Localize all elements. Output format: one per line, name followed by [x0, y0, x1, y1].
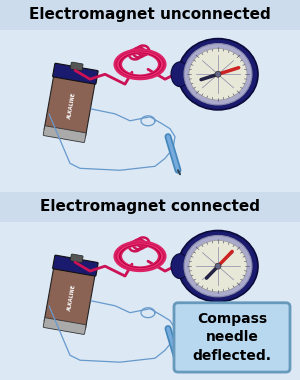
FancyBboxPatch shape: [44, 262, 96, 329]
Text: Compass
needle
deflected.: Compass needle deflected.: [193, 312, 272, 363]
FancyBboxPatch shape: [43, 126, 86, 142]
Ellipse shape: [171, 254, 189, 279]
FancyBboxPatch shape: [52, 63, 98, 84]
FancyBboxPatch shape: [174, 303, 290, 372]
Ellipse shape: [178, 39, 258, 110]
FancyBboxPatch shape: [0, 0, 300, 30]
Ellipse shape: [184, 236, 252, 297]
Ellipse shape: [178, 231, 258, 302]
Text: Electromagnet connected: Electromagnet connected: [40, 199, 260, 214]
Text: ALKALINE: ALKALINE: [67, 92, 77, 120]
Ellipse shape: [189, 49, 247, 100]
Ellipse shape: [184, 44, 252, 105]
Circle shape: [215, 71, 221, 77]
FancyBboxPatch shape: [43, 318, 86, 334]
Ellipse shape: [189, 241, 247, 292]
FancyBboxPatch shape: [0, 192, 300, 222]
FancyBboxPatch shape: [70, 254, 83, 263]
FancyBboxPatch shape: [70, 62, 83, 71]
FancyBboxPatch shape: [44, 70, 96, 138]
Text: Electromagnet unconnected: Electromagnet unconnected: [29, 7, 271, 22]
Ellipse shape: [171, 62, 189, 87]
FancyBboxPatch shape: [52, 255, 98, 276]
Text: ALKALINE: ALKALINE: [67, 284, 77, 312]
Circle shape: [215, 263, 221, 269]
